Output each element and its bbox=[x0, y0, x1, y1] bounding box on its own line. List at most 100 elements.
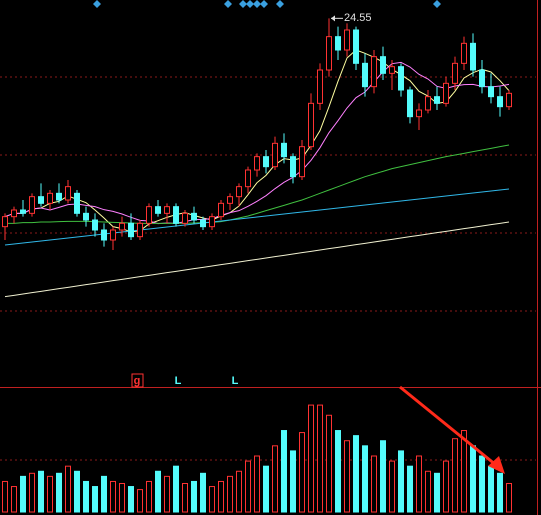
candle-body bbox=[47, 192, 53, 204]
candle-body bbox=[137, 222, 143, 238]
candle-body bbox=[191, 212, 197, 221]
candle-body bbox=[497, 96, 503, 108]
volume-bar bbox=[2, 480, 8, 513]
candle-body bbox=[299, 146, 305, 178]
ma-line bbox=[5, 144, 510, 224]
candle-body bbox=[11, 209, 17, 218]
volume-bar bbox=[488, 465, 494, 513]
candle-body bbox=[200, 219, 206, 228]
ma-line bbox=[4, 188, 510, 246]
candle-body bbox=[326, 36, 332, 71]
volume-bar bbox=[155, 470, 161, 513]
volume-bar bbox=[56, 472, 62, 513]
candle-body bbox=[254, 156, 260, 171]
candle-body bbox=[335, 36, 341, 51]
candle-body bbox=[407, 89, 413, 118]
candle-body bbox=[506, 92, 512, 108]
volume-bar bbox=[353, 435, 359, 513]
diamond bbox=[224, 0, 232, 8]
volume-bar bbox=[173, 465, 179, 513]
volume-bar bbox=[29, 472, 35, 513]
signal-marker: L bbox=[232, 375, 239, 387]
candle-body bbox=[74, 192, 80, 214]
volume-bar bbox=[218, 480, 224, 513]
diamond bbox=[93, 0, 101, 8]
high-pointer-head bbox=[331, 15, 335, 22]
diamond bbox=[253, 0, 261, 8]
volume-bar bbox=[182, 482, 188, 513]
candle-body bbox=[263, 156, 269, 168]
candle-body bbox=[434, 96, 440, 104]
candle-body bbox=[155, 206, 161, 214]
candle-body bbox=[272, 142, 278, 168]
volume-bar bbox=[362, 445, 368, 513]
candle-body bbox=[479, 69, 485, 88]
volume-bar bbox=[47, 475, 53, 513]
candle-body bbox=[398, 66, 404, 91]
marker-box bbox=[131, 373, 144, 388]
candle-body bbox=[344, 29, 350, 51]
candle-body bbox=[20, 209, 26, 214]
volume-bar bbox=[407, 465, 413, 513]
candle-body bbox=[236, 186, 242, 198]
candle-body bbox=[65, 186, 71, 201]
volume-bar bbox=[380, 440, 386, 513]
candle-body bbox=[443, 82, 449, 104]
candle-body bbox=[146, 206, 152, 224]
signal-marker: g bbox=[134, 375, 141, 387]
candle-body bbox=[281, 142, 287, 158]
volume-bar bbox=[209, 486, 215, 513]
volume-bar bbox=[263, 465, 269, 513]
candle-body bbox=[371, 56, 377, 88]
annotation-arrow-head bbox=[488, 456, 505, 474]
volume-bar bbox=[200, 472, 206, 513]
diamond bbox=[239, 0, 247, 8]
candle-body bbox=[2, 216, 8, 228]
diamond bbox=[276, 0, 284, 8]
candle-body bbox=[173, 206, 179, 224]
candle-body bbox=[209, 216, 215, 228]
candle-body bbox=[308, 102, 314, 148]
volume-bar bbox=[416, 455, 422, 513]
candle-body bbox=[164, 206, 170, 214]
volume-bar bbox=[146, 480, 152, 513]
candle-body bbox=[182, 212, 188, 224]
high-label: 24.55 bbox=[344, 12, 372, 24]
volume-bar bbox=[92, 486, 98, 513]
volume-bar bbox=[290, 450, 296, 513]
volume-bar bbox=[461, 430, 467, 513]
plot: 24.55 g L L bbox=[2, 12, 512, 513]
candle-body bbox=[83, 212, 89, 221]
volume-bar bbox=[272, 445, 278, 513]
candle-body bbox=[227, 196, 233, 204]
volume-bar bbox=[137, 489, 143, 513]
candle-body bbox=[380, 56, 386, 74]
volume-bar bbox=[38, 470, 44, 513]
diamond bbox=[246, 0, 254, 8]
volume-bar bbox=[119, 482, 125, 513]
volume-bar bbox=[299, 432, 305, 513]
candle-body bbox=[353, 29, 359, 64]
candle-body bbox=[488, 86, 494, 98]
volume-bar bbox=[74, 470, 80, 513]
signal-marker: L bbox=[175, 375, 182, 387]
candle-body bbox=[425, 96, 431, 111]
volume-bar bbox=[83, 480, 89, 513]
ma-line bbox=[4, 221, 510, 298]
volume-bar bbox=[371, 455, 377, 513]
volume-bar bbox=[443, 460, 449, 513]
volume-bar bbox=[254, 455, 260, 513]
volume-bar bbox=[398, 450, 404, 513]
volume-bar bbox=[497, 472, 503, 513]
candle-body bbox=[452, 62, 458, 84]
volume-bar bbox=[20, 475, 26, 513]
ma-line bbox=[4, 49, 510, 233]
volume-bar bbox=[452, 438, 458, 513]
candle-body bbox=[110, 229, 116, 241]
top-markers bbox=[93, 0, 441, 8]
ma-line bbox=[4, 61, 510, 225]
candle-body bbox=[245, 169, 251, 188]
candle-body bbox=[101, 229, 107, 241]
